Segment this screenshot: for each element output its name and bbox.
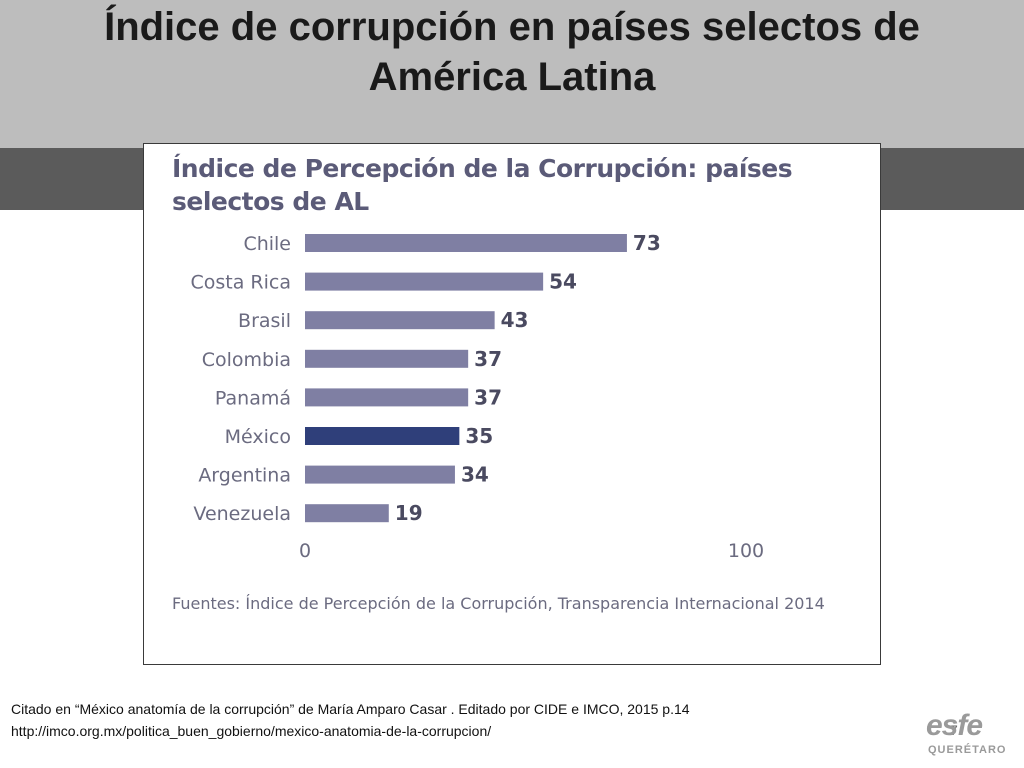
value-label-costa-rica: 54 bbox=[549, 270, 577, 294]
citation-link[interactable]: http://imco.org.mx/politica_buen_gobiern… bbox=[11, 723, 492, 739]
chart-source-note: Fuentes: Índice de Percepción de la Corr… bbox=[172, 594, 825, 613]
bar-chile bbox=[305, 234, 627, 252]
x-tick-label-0: 0 bbox=[299, 540, 311, 562]
chart-title: Índice de Percepción de la Corrupción: p… bbox=[172, 154, 793, 216]
header-band bbox=[0, 0, 1024, 148]
category-label-panama: Panamá bbox=[215, 387, 291, 409]
citation: Citado en “México anatomía de la corrupc… bbox=[11, 698, 891, 742]
bar-brasil bbox=[305, 311, 495, 330]
bar-chart: Chile 73 Costa Rica 54 Brasil 43 Colombia 37 Pan… bbox=[191, 231, 765, 562]
category-label-venezuela: Venezuela bbox=[193, 503, 291, 525]
page-number: 7 bbox=[950, 722, 958, 738]
x-tick-label-100: 100 bbox=[728, 540, 764, 562]
citation-text: Citado en “México anatomía de la corrupc… bbox=[11, 701, 690, 717]
value-label-panama: 37 bbox=[474, 385, 502, 409]
slide-title: Índice de corrupción en países selectos … bbox=[104, 5, 920, 99]
value-label-argentina: 34 bbox=[461, 463, 489, 487]
category-label-argentina: Argentina bbox=[198, 465, 291, 487]
bar-costa-rica bbox=[305, 272, 544, 291]
category-label-chile: Chile bbox=[243, 233, 291, 255]
bar-colombia bbox=[305, 349, 469, 368]
svg-text:esfe: esfe bbox=[926, 709, 982, 742]
bar-argentina bbox=[305, 465, 455, 484]
category-label-costa-rica: Costa Rica bbox=[191, 272, 292, 294]
bar-panama bbox=[305, 388, 469, 407]
bar-venezuela bbox=[305, 504, 389, 523]
esfe-queretaro-logo: esfe QUERÉTARO bbox=[926, 709, 1006, 756]
value-label-brasil: 43 bbox=[501, 308, 529, 332]
value-label-colombia: 37 bbox=[474, 347, 502, 371]
svg-text:QUERÉTARO: QUERÉTARO bbox=[928, 743, 1006, 756]
category-label-brasil: Brasil bbox=[238, 310, 291, 332]
category-label-colombia: Colombia bbox=[202, 349, 291, 371]
bar-mexico bbox=[305, 427, 460, 445]
value-label-mexico: 35 bbox=[465, 424, 493, 448]
chart-frame: Índice de Percepción de la Corrupción: p… bbox=[143, 143, 881, 665]
value-label-venezuela: 19 bbox=[395, 501, 423, 525]
value-label-chile: 73 bbox=[633, 231, 661, 255]
category-label-mexico: México bbox=[225, 426, 291, 448]
